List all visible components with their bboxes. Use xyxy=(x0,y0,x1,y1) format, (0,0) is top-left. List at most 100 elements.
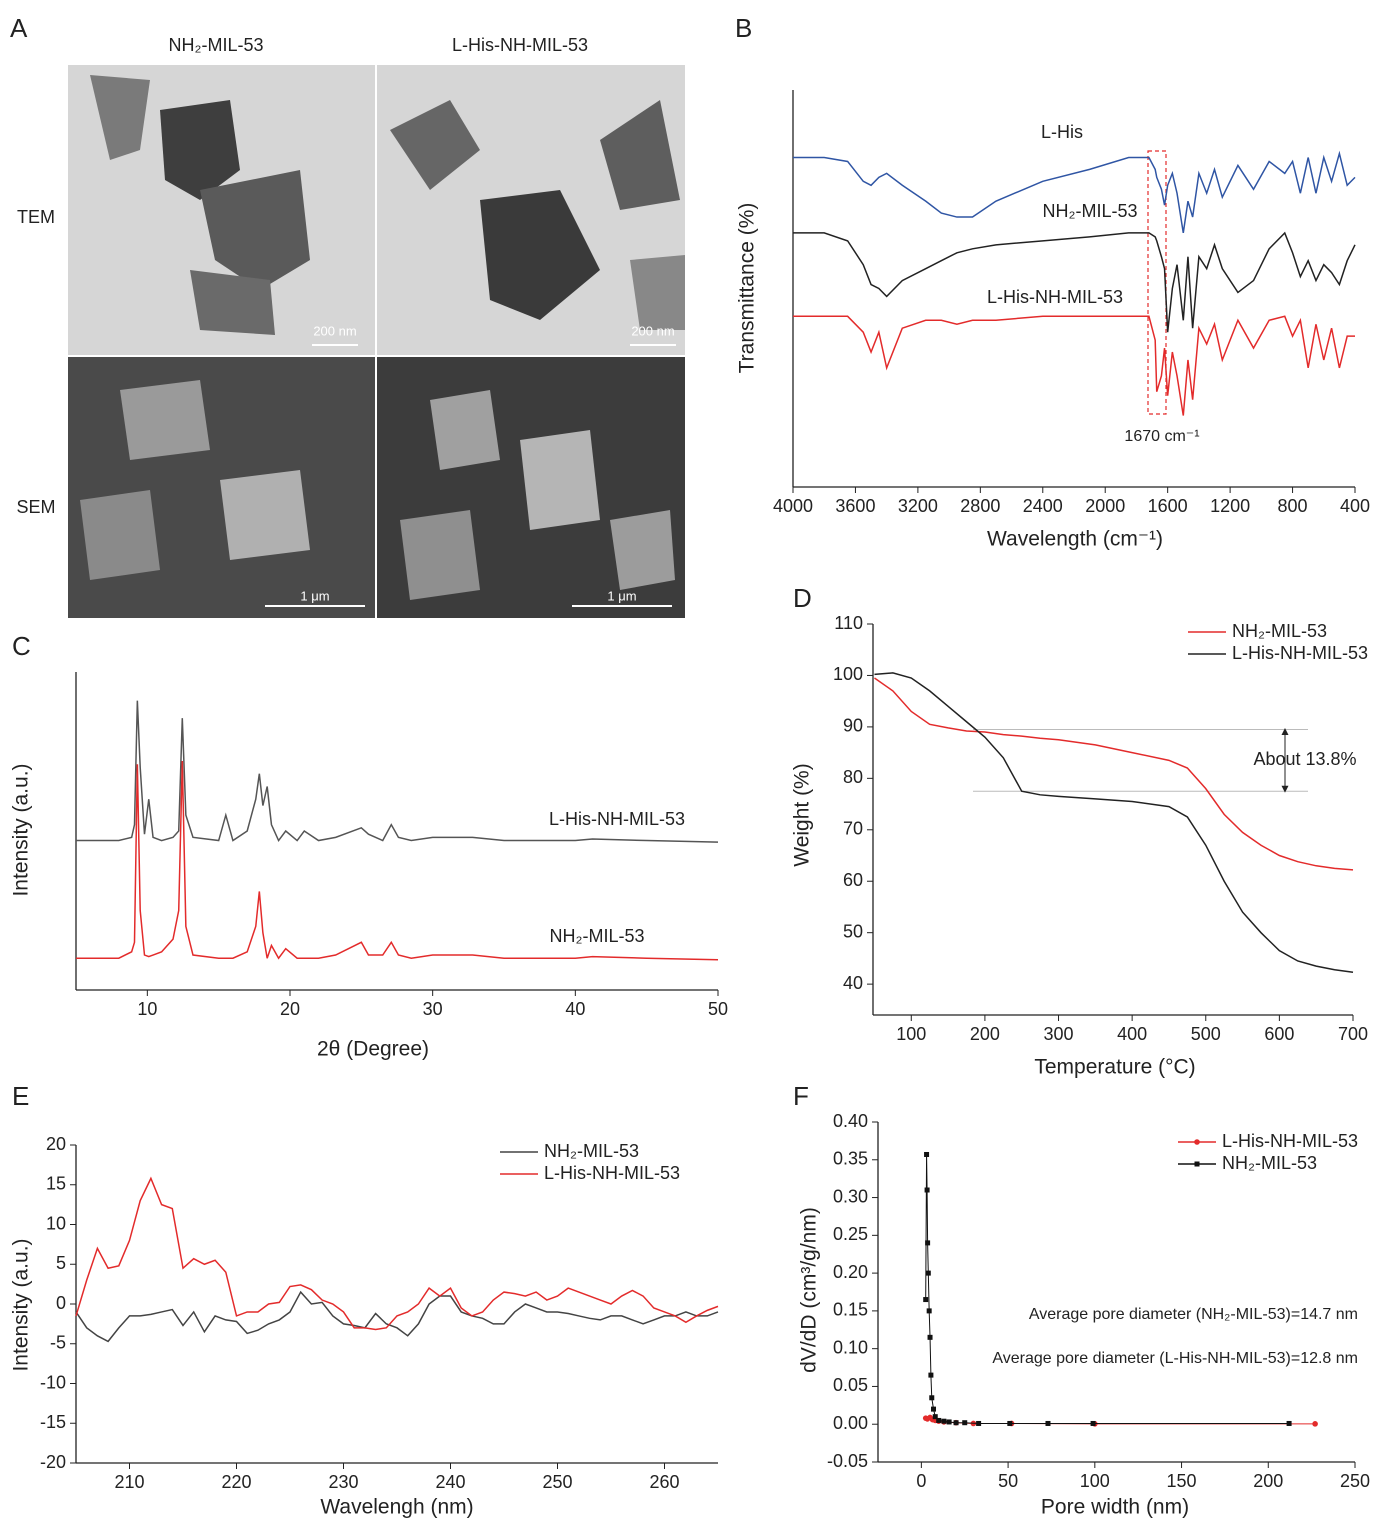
y-tick-label: 0.00 xyxy=(833,1413,868,1433)
y-tick-label: 70 xyxy=(843,819,863,839)
y-tick-label: 0.40 xyxy=(833,1111,868,1131)
x-tick-label: 240 xyxy=(435,1472,465,1492)
panel-label: A xyxy=(10,13,28,43)
particle xyxy=(220,470,310,560)
y-tick-label: 0.35 xyxy=(833,1149,868,1169)
y-tick-label: 0 xyxy=(56,1293,66,1313)
point xyxy=(932,1414,938,1420)
x-axis-title: Wavelengh (nm) xyxy=(320,1496,473,1519)
scale-label: 200 nm xyxy=(631,323,674,338)
series-line xyxy=(75,1176,719,1331)
point xyxy=(941,1418,947,1424)
column-title: NH₂-MIL-53 xyxy=(168,35,263,55)
x-tick-label: 2800 xyxy=(960,496,1000,516)
point xyxy=(925,1270,931,1276)
x-tick-label: 50 xyxy=(708,999,728,1019)
series-label: L-His-NH-MIL-53 xyxy=(987,287,1123,307)
annotation: Average pore diameter (NH₂-MIL-53)=14.7 … xyxy=(1029,1306,1358,1323)
annotation: Average pore diameter (L-His-NH-MIL-53)=… xyxy=(992,1350,1358,1367)
series-label: NH₂-MIL-53 xyxy=(1042,201,1137,221)
y-tick-label: 50 xyxy=(843,921,863,941)
series-line xyxy=(793,231,1356,333)
x-tick-label: 40 xyxy=(565,999,585,1019)
point xyxy=(931,1406,937,1412)
panel-label: F xyxy=(793,1081,809,1111)
y-tick-label: 100 xyxy=(833,664,863,684)
y-tick-label: 60 xyxy=(843,870,863,890)
y-tick-label: -0.05 xyxy=(827,1451,868,1471)
legend-label: NH₂-MIL-53 xyxy=(544,1141,639,1161)
column-title: L-His-NH-MIL-53 xyxy=(452,35,588,55)
y-tick-label: -5 xyxy=(50,1333,66,1353)
x-axis-title: 2θ (Degree) xyxy=(317,1038,429,1061)
panel-label: D xyxy=(793,583,812,613)
crystal xyxy=(90,75,150,160)
crystal xyxy=(160,100,240,200)
y-tick-label: 0.05 xyxy=(833,1375,868,1395)
series-label: L-His xyxy=(1041,122,1083,142)
row-title: TEM xyxy=(17,207,55,227)
x-tick-label: 500 xyxy=(1191,1024,1221,1044)
y-tick-label: 80 xyxy=(843,767,863,787)
panel-a: A NH₂-MIL-53 L-His-NH-MIL-53 TEM SEM 200… xyxy=(10,13,685,618)
y-tick-label: -20 xyxy=(40,1452,66,1472)
x-tick-label: 250 xyxy=(542,1472,572,1492)
legend-label: NH₂-MIL-53 xyxy=(1222,1153,1317,1173)
x-tick-label: 20 xyxy=(280,999,300,1019)
point xyxy=(925,1240,931,1246)
point xyxy=(926,1308,932,1314)
y-tick-label: 20 xyxy=(46,1134,66,1154)
series-line xyxy=(874,677,1354,871)
y-axis-title: Weight (%) xyxy=(791,763,814,866)
x-tick-label: 10 xyxy=(137,999,157,1019)
x-tick-label: 100 xyxy=(1080,1471,1110,1491)
x-tick-label: 4000 xyxy=(773,496,813,516)
particle xyxy=(80,490,160,580)
y-tick-label: 0.25 xyxy=(833,1224,868,1244)
x-tick-label: 0 xyxy=(916,1471,926,1491)
particle xyxy=(430,390,500,470)
point xyxy=(927,1334,933,1340)
y-tick-label: 15 xyxy=(46,1174,66,1194)
point xyxy=(1286,1420,1292,1426)
scale-label: 1 μm xyxy=(300,588,329,603)
series-line xyxy=(793,315,1355,416)
y-axis-title: Intensity (a.u.) xyxy=(10,1238,33,1371)
point xyxy=(924,1187,930,1193)
legend-marker xyxy=(1194,1161,1200,1167)
y-tick-label: -15 xyxy=(40,1412,66,1432)
scale-label: 1 μm xyxy=(607,588,636,603)
x-tick-label: 800 xyxy=(1278,496,1308,516)
point xyxy=(976,1420,982,1426)
x-tick-label: 210 xyxy=(114,1472,144,1492)
y-axis-title: Intensity (a.u.) xyxy=(10,763,33,896)
point xyxy=(924,1151,930,1157)
row-title: SEM xyxy=(16,497,55,517)
y-tick-label: 40 xyxy=(843,973,863,993)
crystal xyxy=(390,100,480,190)
y-tick-label: 90 xyxy=(843,716,863,736)
y-tick-label: 0.30 xyxy=(833,1186,868,1206)
x-tick-label: 220 xyxy=(221,1472,251,1492)
x-tick-label: 200 xyxy=(970,1024,1000,1044)
particle xyxy=(120,380,210,460)
particle xyxy=(400,510,480,600)
point xyxy=(936,1417,942,1423)
x-tick-label: 3200 xyxy=(898,496,938,516)
x-tick-label: 260 xyxy=(649,1472,679,1492)
legend-label: NH₂-MIL-53 xyxy=(1232,621,1327,641)
x-tick-label: 30 xyxy=(423,999,443,1019)
crystal xyxy=(600,100,680,210)
crystal xyxy=(630,255,685,330)
series-line xyxy=(793,150,1356,234)
annotation: 1670 cm⁻¹ xyxy=(1124,428,1199,445)
x-tick-label: 2400 xyxy=(1023,496,1063,516)
x-tick-label: 250 xyxy=(1340,1471,1370,1491)
x-tick-label: 150 xyxy=(1167,1471,1197,1491)
point xyxy=(928,1372,934,1378)
series-line xyxy=(76,761,719,961)
x-tick-label: 200 xyxy=(1253,1471,1283,1491)
series-line xyxy=(925,1154,1290,1424)
x-axis-title: Pore width (nm) xyxy=(1041,1496,1189,1519)
legend-label: L-His-NH-MIL-53 xyxy=(1222,1131,1358,1151)
